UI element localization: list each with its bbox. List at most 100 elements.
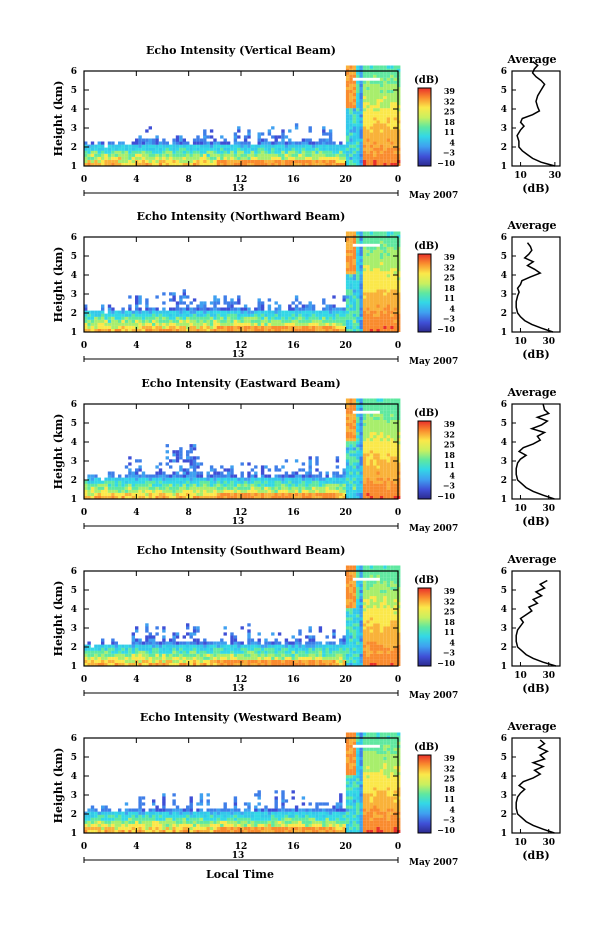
heatmap-cell <box>128 656 132 660</box>
heatmap-cell <box>247 328 251 332</box>
heatmap-cell <box>179 659 183 663</box>
heatmap-cell <box>135 650 139 654</box>
heatmap-cell <box>359 629 363 633</box>
heatmap-cell <box>209 322 214 326</box>
heatmap-cell <box>169 659 173 663</box>
heatmap-cell <box>366 644 370 648</box>
heatmap-cell <box>90 141 95 145</box>
heatmap-cell <box>294 147 299 151</box>
heatmap-cell <box>349 653 353 657</box>
heatmap-cell <box>356 592 360 597</box>
heatmap-cell <box>318 641 323 645</box>
heatmap-cell <box>369 568 374 572</box>
heatmap-cell <box>362 147 367 151</box>
heatmap-cell <box>288 138 292 142</box>
heatmap-cell <box>288 316 292 320</box>
heatmap-cell <box>237 322 241 326</box>
heatmap-cell <box>373 595 377 600</box>
heatmap-cell <box>114 492 118 496</box>
heatmap-cell <box>345 95 350 100</box>
heatmap-cell <box>359 92 363 97</box>
heatmap-cell <box>369 471 374 475</box>
heatmap-cell <box>250 313 255 317</box>
heatmap-cell <box>138 656 142 660</box>
heatmap-cell <box>379 647 384 651</box>
heatmap-cell <box>332 486 336 490</box>
heatmap-cell <box>111 325 115 329</box>
heatmap-cell <box>359 565 363 569</box>
heatmap-cell <box>318 147 323 151</box>
heatmap-cell <box>233 483 238 487</box>
heatmap-cell <box>376 465 380 469</box>
heatmap-cell <box>271 328 275 332</box>
heatmap-cell <box>397 441 401 445</box>
heatmap-cell <box>199 486 204 490</box>
heatmap-cell <box>359 307 363 311</box>
heatmap-cell <box>366 441 370 445</box>
heatmap-cell <box>386 659 391 663</box>
heatmap-cell <box>397 86 401 90</box>
heatmap-cell <box>397 447 401 451</box>
heatmap-cell <box>342 307 346 311</box>
heatmap-cell <box>308 647 312 651</box>
heatmap-cell <box>243 492 248 496</box>
heatmap-cell <box>349 462 353 466</box>
heatmap-cell <box>366 95 370 100</box>
heatmap-cell <box>277 647 282 651</box>
heatmap-cell <box>322 153 326 157</box>
heatmap-cell <box>356 447 360 451</box>
heatmap-cell <box>352 574 357 578</box>
heatmap-cell <box>298 328 302 332</box>
heatmap-cell <box>356 422 360 426</box>
heatmap-cell <box>315 159 319 163</box>
heatmap-cell <box>264 310 268 314</box>
heatmap-cell <box>213 468 217 472</box>
heatmap-cell <box>254 492 258 496</box>
heatmap-cell <box>250 486 255 490</box>
colorbar-tick-label: 4 <box>449 470 455 480</box>
heatmap-cell <box>386 617 391 621</box>
avg-x-tick-label: 10 <box>514 337 527 347</box>
heatmap-cell <box>373 313 377 317</box>
heatmap-cell <box>386 129 391 133</box>
heatmap-cell <box>339 322 343 326</box>
heatmap-cell <box>332 629 336 633</box>
heatmap-cell <box>373 240 377 244</box>
heatmap-cell <box>352 483 357 487</box>
heatmap-cell <box>90 492 95 496</box>
heatmap-cell <box>206 328 210 332</box>
heatmap-cell <box>158 153 163 157</box>
heatmap-cell <box>260 650 265 654</box>
heatmap-cell <box>267 156 272 160</box>
heatmap-cell <box>342 325 346 329</box>
heatmap-cell <box>226 307 231 311</box>
heatmap-cell <box>196 486 200 490</box>
heatmap-cell <box>172 459 176 463</box>
heatmap-cell <box>315 144 319 148</box>
heatmap-cell <box>383 623 387 627</box>
heatmap-cell <box>237 141 241 145</box>
heatmap-cell <box>359 492 363 496</box>
heatmap-cell <box>267 141 272 145</box>
heatmap-cell <box>362 123 367 127</box>
heatmap-cell <box>124 316 129 320</box>
x-tick-label: 20 <box>339 175 352 185</box>
heatmap-cell <box>356 571 360 575</box>
heatmap-cell <box>90 162 95 166</box>
colorbar <box>417 87 432 167</box>
y-tick-label: 6 <box>71 67 77 77</box>
heatmap-cell <box>379 486 384 490</box>
heatmap-cell <box>94 644 98 648</box>
heatmap-cell <box>87 492 91 496</box>
heatmap-cell <box>118 486 122 490</box>
heatmap-cell <box>223 153 227 157</box>
heatmap-cell <box>379 595 384 600</box>
heatmap-cell <box>138 486 142 490</box>
heatmap-cell <box>390 162 394 166</box>
avg-y-tick-label: 1 <box>501 328 507 338</box>
heatmap-cell <box>158 650 163 654</box>
heatmap-cell <box>362 662 367 666</box>
heatmap-cells <box>84 231 401 332</box>
heatmap-cell <box>362 428 367 433</box>
heatmap-cell <box>342 162 346 166</box>
